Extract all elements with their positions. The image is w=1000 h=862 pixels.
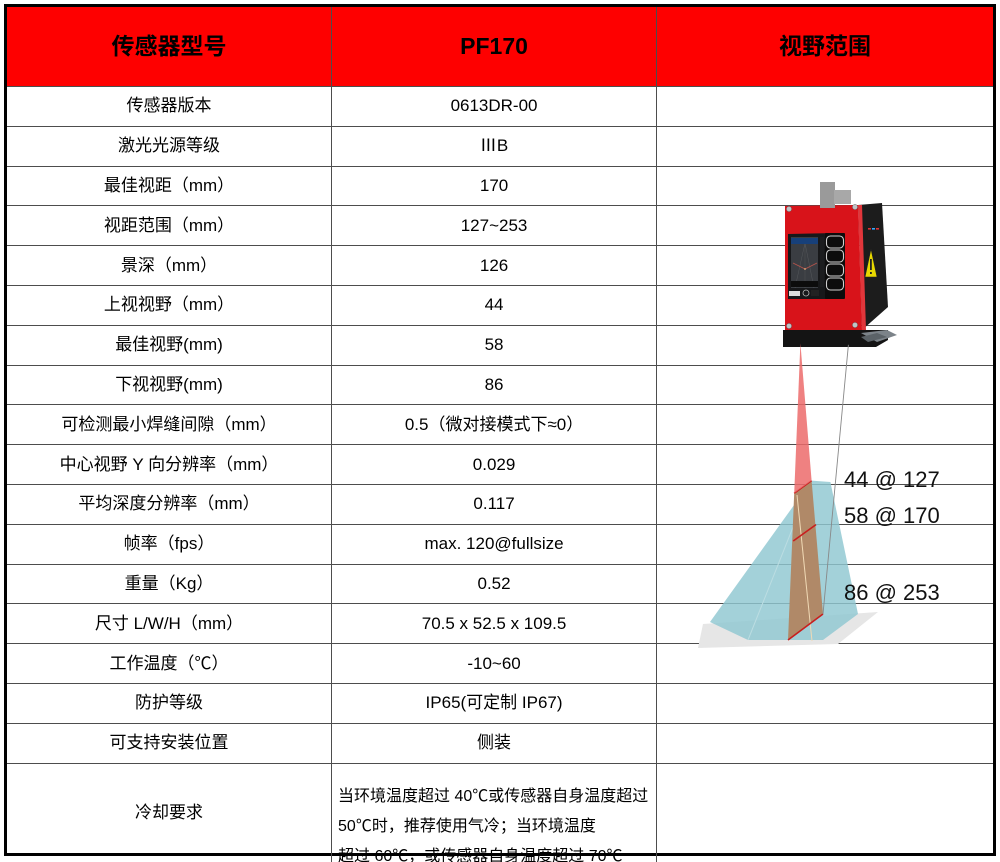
- svg-text:86 @ 253: 86 @ 253: [844, 580, 940, 605]
- svg-text:44 @ 127: 44 @ 127: [844, 467, 940, 492]
- svg-text:58 @ 170: 58 @ 170: [844, 503, 940, 528]
